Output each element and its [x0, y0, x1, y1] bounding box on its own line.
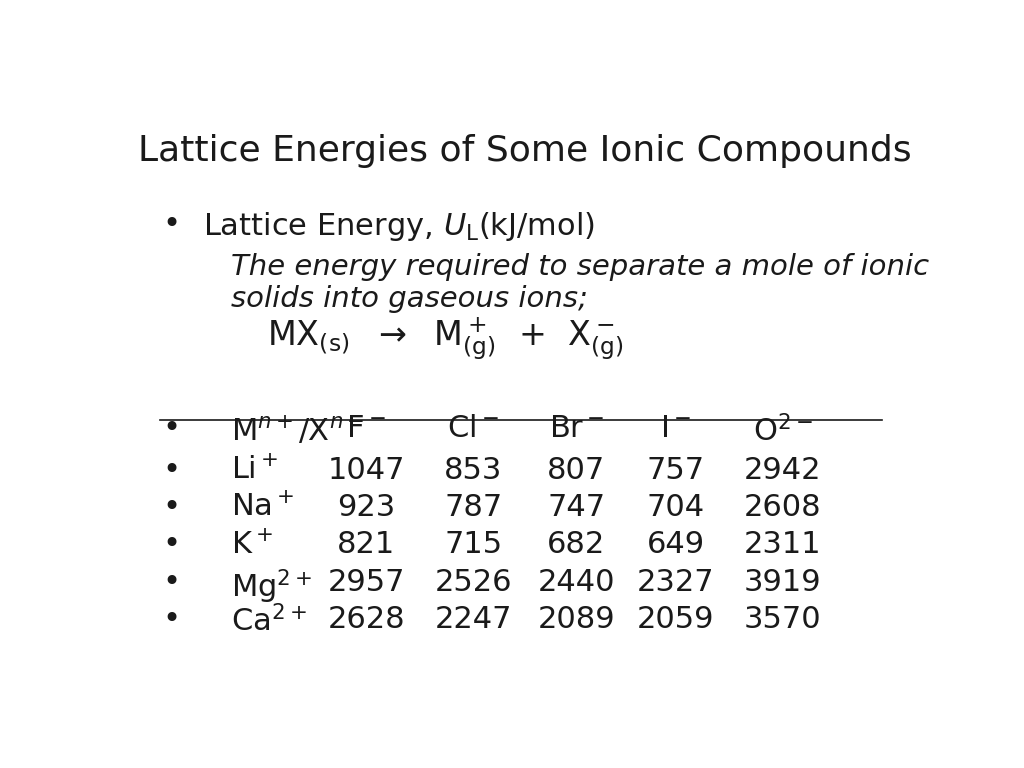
Text: 682: 682 — [547, 531, 605, 559]
Text: 747: 747 — [547, 493, 605, 522]
Text: Lattice Energy, $\mathit{U}_\mathrm{L}$(kJ/mol): Lattice Energy, $\mathit{U}_\mathrm{L}$(… — [204, 210, 595, 243]
Text: 649: 649 — [646, 531, 705, 559]
Text: 853: 853 — [444, 456, 503, 485]
Text: M$^{n+}$/X$^{n-}$: M$^{n+}$/X$^{n-}$ — [231, 415, 365, 447]
Text: 3570: 3570 — [743, 605, 821, 634]
Text: 757: 757 — [646, 456, 705, 485]
Text: 2628: 2628 — [328, 605, 404, 634]
Text: MX$_\mathrm{(s)}$  $\rightarrow$  M$^+_\mathrm{(g)}$  +  X$^-_\mathrm{(g)}$: MX$_\mathrm{(s)}$ $\rightarrow$ M$^+_\ma… — [267, 316, 624, 363]
Text: O$^{2-}$: O$^{2-}$ — [753, 415, 813, 447]
Text: 2247: 2247 — [434, 605, 512, 634]
Text: 715: 715 — [444, 531, 503, 559]
Text: F$^-$: F$^-$ — [346, 415, 386, 443]
Text: •: • — [163, 415, 180, 443]
Text: Na$^+$: Na$^+$ — [231, 493, 295, 522]
Text: 807: 807 — [547, 456, 605, 485]
Text: 3919: 3919 — [743, 568, 821, 597]
Text: 787: 787 — [444, 493, 503, 522]
Text: •: • — [163, 531, 180, 559]
Text: •: • — [163, 605, 180, 634]
Text: 2440: 2440 — [538, 568, 615, 597]
Text: I$^-$: I$^-$ — [660, 415, 691, 443]
Text: 2311: 2311 — [743, 531, 821, 559]
Text: Ca$^{2+}$: Ca$^{2+}$ — [231, 605, 307, 637]
Text: Lattice Energies of Some Ionic Compounds: Lattice Energies of Some Ionic Compounds — [138, 134, 911, 167]
Text: •: • — [163, 210, 180, 240]
Text: Mg$^{2+}$: Mg$^{2+}$ — [231, 568, 312, 606]
Text: •: • — [163, 493, 180, 522]
Text: 2059: 2059 — [637, 605, 715, 634]
Text: 2608: 2608 — [743, 493, 821, 522]
Text: 704: 704 — [646, 493, 705, 522]
Text: Li$^+$: Li$^+$ — [231, 456, 279, 485]
Text: 821: 821 — [337, 531, 395, 559]
Text: 1047: 1047 — [328, 456, 404, 485]
Text: K$^+$: K$^+$ — [231, 531, 273, 560]
Text: 2327: 2327 — [637, 568, 715, 597]
Text: 2957: 2957 — [328, 568, 404, 597]
Text: 2942: 2942 — [744, 456, 821, 485]
Text: 2089: 2089 — [538, 605, 615, 634]
Text: Br$^-$: Br$^-$ — [549, 415, 604, 443]
Text: 2526: 2526 — [434, 568, 512, 597]
Text: •: • — [163, 568, 180, 597]
Text: Cl$^-$: Cl$^-$ — [447, 415, 499, 443]
Text: •: • — [163, 456, 180, 485]
Text: The energy required to separate a mole of ionic
solids into gaseous ions;: The energy required to separate a mole o… — [231, 253, 930, 313]
Text: 923: 923 — [337, 493, 395, 522]
